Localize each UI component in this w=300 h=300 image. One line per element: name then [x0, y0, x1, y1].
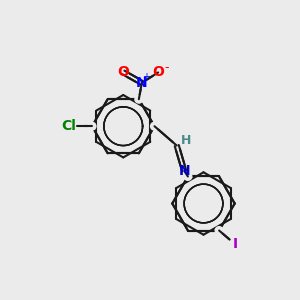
- Circle shape: [136, 77, 147, 88]
- Circle shape: [88, 122, 96, 130]
- Circle shape: [135, 95, 143, 103]
- Text: O: O: [118, 65, 129, 80]
- Text: H: H: [181, 134, 191, 147]
- Circle shape: [153, 67, 164, 78]
- Circle shape: [231, 239, 240, 249]
- Text: +: +: [142, 73, 150, 82]
- Circle shape: [184, 172, 192, 180]
- Text: N: N: [136, 76, 148, 90]
- Text: -: -: [164, 61, 169, 74]
- Circle shape: [151, 122, 158, 130]
- Circle shape: [118, 67, 129, 78]
- Text: Cl: Cl: [62, 119, 76, 133]
- Text: N: N: [178, 164, 190, 178]
- Circle shape: [70, 120, 84, 133]
- Circle shape: [215, 227, 223, 234]
- Text: O: O: [152, 65, 164, 80]
- Circle shape: [172, 141, 181, 150]
- Circle shape: [179, 166, 190, 176]
- Text: I: I: [233, 237, 238, 251]
